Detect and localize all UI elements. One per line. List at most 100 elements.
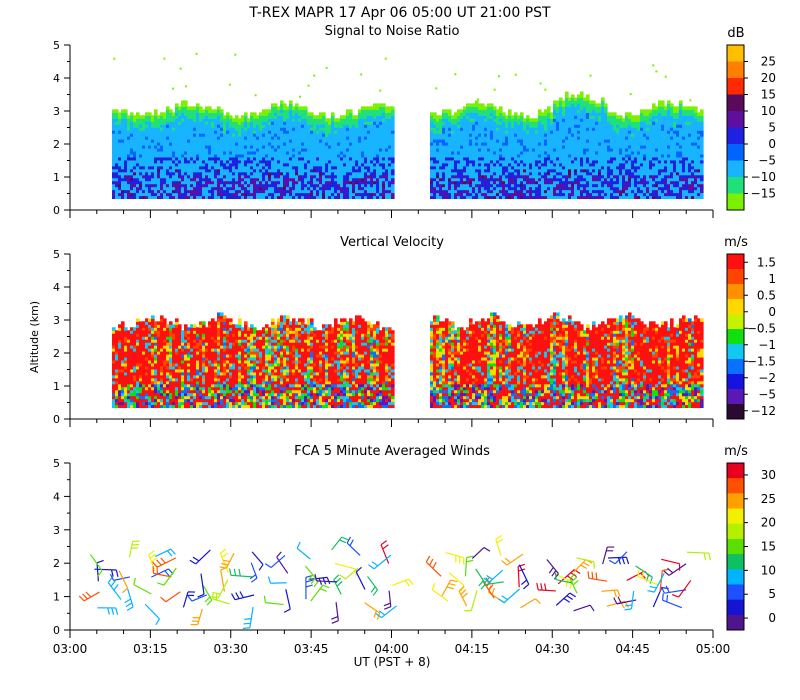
snr-cell	[634, 195, 638, 200]
snr-cell	[220, 195, 224, 200]
snr-cell	[547, 147, 551, 152]
snr-cell	[454, 142, 458, 146]
snr-cell	[193, 180, 197, 185]
snr-cell	[571, 159, 575, 164]
snr-cell	[454, 130, 458, 134]
snr-cell	[286, 186, 290, 191]
snr-cell	[496, 186, 500, 191]
snr-cell	[334, 139, 338, 143]
snr-cell	[223, 180, 227, 185]
snr-cell	[274, 106, 278, 110]
snr-cell	[460, 189, 464, 194]
snr-cell	[322, 144, 326, 149]
snr-cell	[466, 144, 470, 149]
snr-cell	[460, 162, 464, 167]
snr-cell	[391, 133, 395, 137]
snr-cell	[514, 144, 518, 149]
snr-cell	[310, 171, 314, 176]
snr-cell	[292, 112, 296, 116]
snr-cell	[154, 136, 158, 140]
snr-cell	[625, 121, 629, 125]
snr-cell	[286, 118, 290, 122]
snr-cell	[271, 130, 275, 134]
snr-cell	[298, 186, 302, 191]
snr-cell	[610, 174, 614, 179]
snr-cell	[355, 136, 359, 140]
snr-cell	[295, 171, 299, 176]
snr-cell	[118, 118, 122, 122]
snr-cell	[277, 124, 281, 128]
snr-cell	[175, 124, 179, 128]
snr-cell	[235, 177, 239, 182]
snr-cell	[592, 139, 596, 143]
snr-cell	[508, 112, 512, 116]
snr-cell	[247, 144, 251, 149]
snr-cell	[541, 177, 545, 182]
snr-cell	[226, 174, 230, 179]
snr-cell	[280, 109, 284, 113]
snr-cell	[121, 127, 125, 131]
snr-cell	[187, 189, 191, 194]
snr-cell	[376, 142, 380, 146]
snr-cell	[184, 118, 188, 122]
snr-cell	[376, 186, 380, 191]
snr-cell	[583, 118, 587, 122]
snr-cell	[520, 115, 524, 119]
snr-cell	[178, 118, 182, 122]
snr-cell	[175, 150, 179, 155]
snr-cell	[391, 183, 395, 188]
snr-cell	[532, 159, 536, 164]
snr-cell	[229, 183, 233, 188]
snr-cell	[343, 159, 347, 164]
snr-cell	[358, 139, 362, 143]
snr-cell	[370, 180, 374, 185]
snr-cell	[640, 144, 644, 149]
snr-cell	[640, 142, 644, 146]
snr-cell	[133, 189, 137, 194]
snr-cell	[499, 153, 503, 158]
snr-cell	[493, 153, 497, 158]
snr-cell	[625, 165, 629, 170]
snr-cell	[385, 183, 389, 188]
snr-cell	[280, 133, 284, 137]
snr-cell	[178, 142, 182, 146]
snr-cell	[496, 162, 500, 167]
snr-cell	[121, 144, 125, 149]
snr-cell	[331, 189, 335, 194]
snr-cell	[619, 192, 623, 197]
snr-cell	[607, 142, 611, 146]
snr-cell	[631, 192, 635, 197]
snr-cell	[328, 171, 332, 176]
snr-cell	[472, 103, 476, 107]
snr-cell	[145, 130, 149, 134]
snr-cell	[328, 174, 332, 179]
snr-cell	[199, 112, 203, 116]
snr-cell	[310, 195, 314, 200]
snr-cell	[217, 183, 221, 188]
snr-cell	[547, 165, 551, 170]
snr-cell	[547, 106, 551, 110]
snr-cell	[157, 180, 161, 185]
snr-cell	[565, 150, 569, 155]
snr-cell	[433, 130, 437, 134]
snr-cell	[592, 103, 596, 107]
snr-cell	[274, 124, 278, 128]
snr-cell	[481, 168, 485, 173]
snr-cell	[220, 115, 224, 119]
snr-cell	[541, 189, 545, 194]
snr-cell	[334, 189, 338, 194]
snr-cell	[634, 147, 638, 152]
snr-cell	[622, 189, 626, 194]
snr-cell	[511, 115, 515, 119]
snr-cell	[187, 183, 191, 188]
snr-cell	[496, 174, 500, 179]
snr-cell	[607, 165, 611, 170]
snr-cell	[286, 189, 290, 194]
snr-cell	[367, 133, 371, 137]
snr-cell	[184, 144, 188, 149]
snr-cell	[517, 144, 521, 149]
snr-cell	[556, 142, 560, 146]
snr-cell	[559, 165, 563, 170]
snr-cell	[616, 144, 620, 149]
snr-cell	[484, 192, 488, 197]
